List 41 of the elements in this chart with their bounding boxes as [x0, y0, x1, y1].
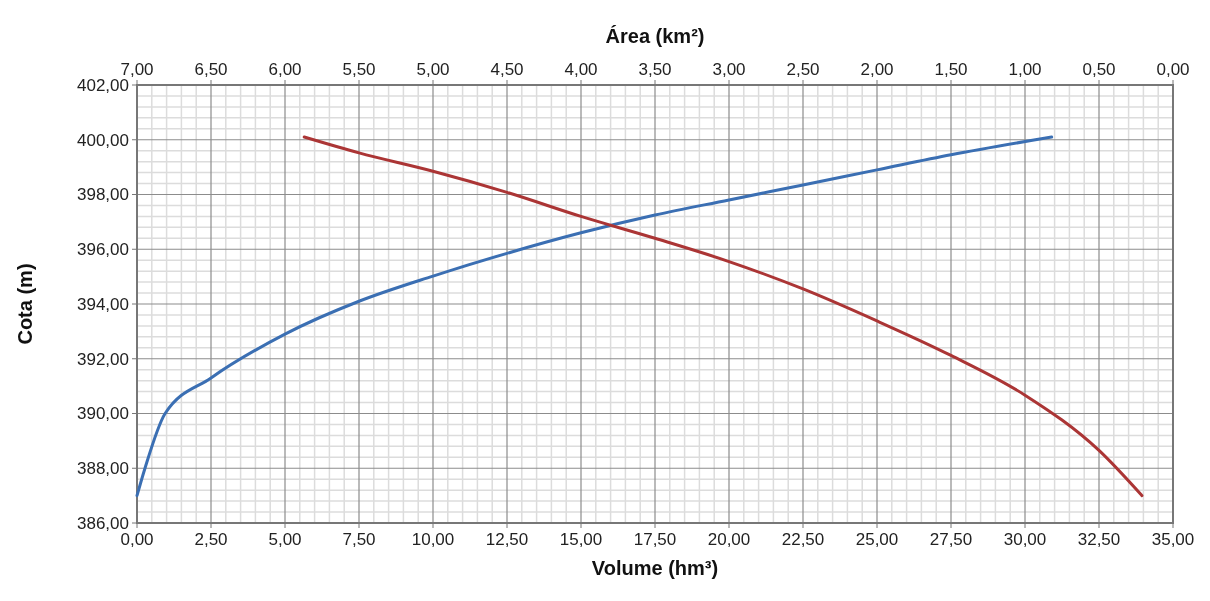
x2-axis-title: Área (km²) — [605, 25, 705, 47]
x-tick-label: 35,00 — [1151, 530, 1195, 549]
x-tick-label: 27,50 — [929, 530, 973, 549]
x-tick-label: 10,00 — [411, 530, 455, 549]
y-tick-label: 390,00 — [77, 404, 129, 424]
y-tick-label: 388,00 — [77, 459, 129, 479]
x2-tick-label: 1,50 — [934, 60, 968, 79]
y-tick-label: 386,00 — [77, 513, 129, 533]
y-axis-title: Cota (m) — [14, 263, 36, 345]
x-tick-label: 0,00 — [120, 530, 154, 549]
x-tick-label: 32,50 — [1077, 530, 1121, 549]
x-tick-label: 20,00 — [707, 530, 751, 549]
x2-tick-label: 1,00 — [1008, 60, 1042, 79]
x2-tick-label: 5,00 — [416, 60, 450, 79]
x-tick-label: 12,50 — [485, 530, 529, 549]
x-tick-label: 25,00 — [855, 530, 899, 549]
x2-tick-label: 0,50 — [1082, 60, 1116, 79]
x2-tick-label: 4,50 — [490, 60, 524, 79]
x-axis-title: Volume (hm³) — [591, 557, 719, 579]
x2-tick-label: 4,00 — [564, 60, 598, 79]
x2-tick-label: 5,50 — [342, 60, 376, 79]
x-tick-label: 30,00 — [1003, 530, 1047, 549]
y-tick-label: 394,00 — [77, 294, 129, 314]
x-tick-label: 22,50 — [781, 530, 825, 549]
x2-tick-label: 3,00 — [712, 60, 746, 79]
y-tick-label: 400,00 — [77, 130, 129, 150]
y-tick-label: 392,00 — [77, 349, 129, 369]
y-tick-label: 398,00 — [77, 185, 129, 205]
x-tick-label: 17,50 — [633, 530, 677, 549]
x2-tick-label: 2,00 — [860, 60, 894, 79]
x-tick-label: 7,50 — [342, 530, 376, 549]
x2-tick-label: 6,50 — [194, 60, 228, 79]
line-series — [135, 135, 1054, 498]
x2-tick-label: 6,00 — [268, 60, 302, 79]
x-tick-label: 5,00 — [268, 530, 302, 549]
x-tick-label: 15,00 — [559, 530, 603, 549]
y-tick-label: 396,00 — [77, 240, 129, 260]
x2-tick-label: 3,50 — [638, 60, 672, 79]
x2-tick-label: 2,50 — [786, 60, 820, 79]
x-tick-label: 2,50 — [194, 530, 228, 549]
x2-tick-label: 0,00 — [1156, 60, 1190, 79]
